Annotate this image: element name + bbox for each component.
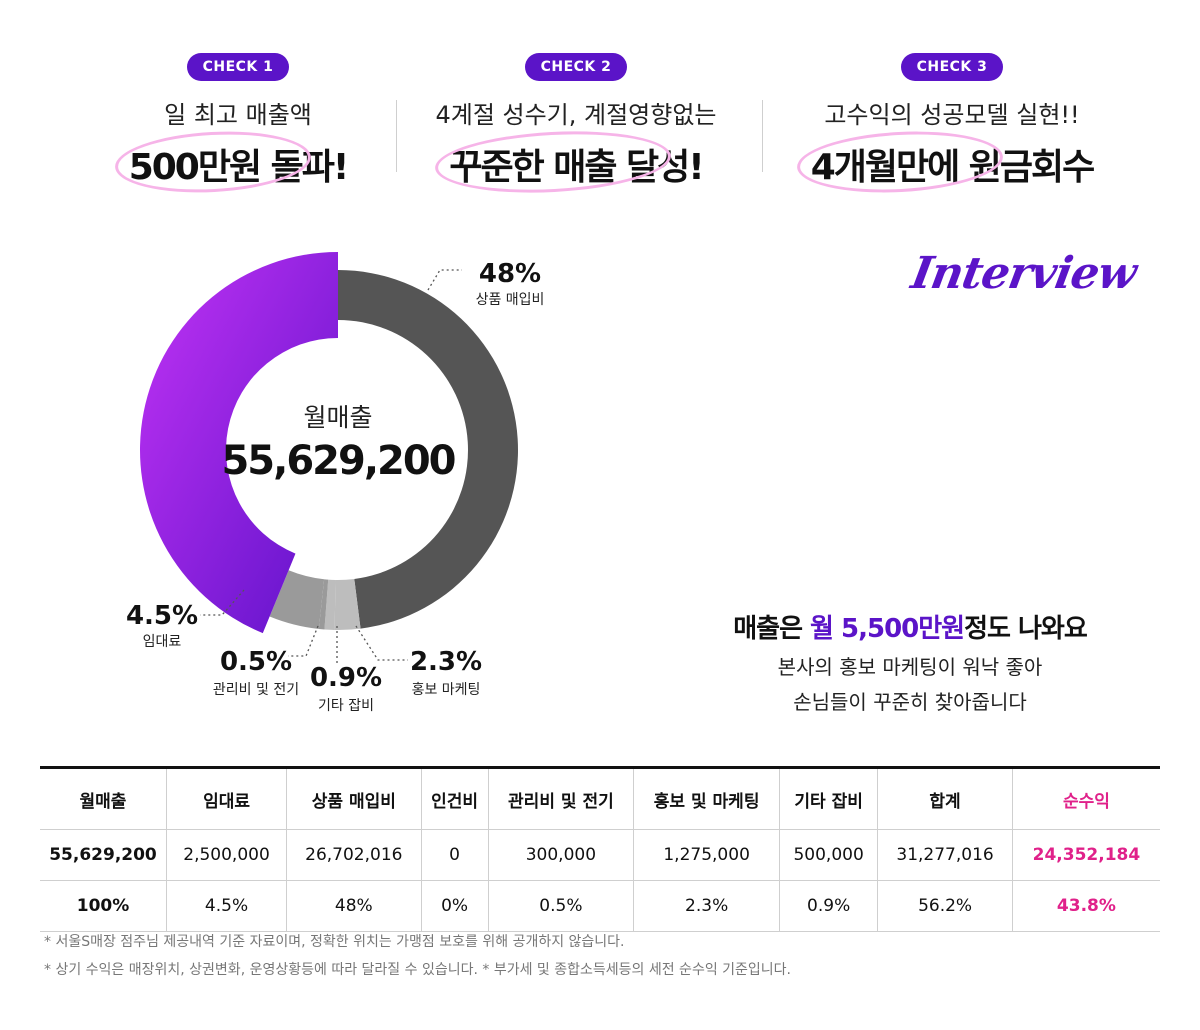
table-cell: 100% bbox=[40, 880, 167, 932]
table-cell: 56.2% bbox=[877, 880, 1013, 932]
table-cell: 31,277,016 bbox=[877, 829, 1013, 881]
slice-value-rent: 4.5% bbox=[126, 601, 198, 631]
donut-slice-1 bbox=[338, 270, 519, 629]
check-badge: CHECK 3 bbox=[900, 53, 1004, 81]
interview-title: Interview bbox=[907, 248, 1140, 299]
check-2: CHECK 2 4계절 성수기, 계절영향없는 꾸준한 매출 달성! bbox=[396, 53, 756, 199]
table-cell: 43.8% bbox=[1011, 880, 1160, 932]
table-header: 기타 잡비 bbox=[778, 766, 878, 830]
donut-slice-5 bbox=[269, 570, 325, 629]
table-cell: 0% bbox=[420, 880, 489, 932]
interview-quote: 매출은 월 5,500만원정도 나와요 본사의 홍보 마케팅이 워낙 좋아 손님… bbox=[640, 608, 1180, 715]
check-line1: 고수익의 성공모델 실현!! bbox=[824, 101, 1080, 129]
slice-value-misc: 0.9% bbox=[310, 663, 382, 693]
slice-name-misc: 기타 잡비 bbox=[318, 698, 374, 714]
footnote: * 상기 수익은 매장위치, 상권변화, 운영상황등에 따라 달라질 수 있습니… bbox=[44, 962, 792, 978]
table-header: 인건비 bbox=[420, 766, 489, 830]
check-badge: CHECK 2 bbox=[524, 53, 628, 81]
revenue-table: 월매출 임대료 상품 매입비 인건비 관리비 및 전기 홍보 및 마케팅 기타 … bbox=[40, 766, 1160, 932]
slice-value-promo: 2.3% bbox=[410, 647, 482, 677]
table-header-row: 월매출 임대료 상품 매입비 인건비 관리비 및 전기 홍보 및 마케팅 기타 … bbox=[40, 766, 1160, 830]
slice-name-promo: 홍보 마케팅 bbox=[412, 682, 481, 698]
donut-center-label: 월매출 bbox=[303, 403, 372, 432]
table-header: 합계 bbox=[877, 766, 1013, 830]
check-line1: 일 최고 매출액 bbox=[164, 101, 312, 129]
table-cell: 26,702,016 bbox=[286, 829, 422, 881]
separator bbox=[396, 100, 397, 172]
leader-line-product bbox=[427, 269, 462, 291]
table-header: 임대료 bbox=[165, 766, 287, 830]
footnotes: * 서울S매장 점주님 제공내역 기준 자료이며, 정확한 위치는 가맹점 보호… bbox=[44, 928, 791, 984]
donut-center-value: 55,629,200 bbox=[221, 438, 454, 484]
table-header: 상품 매입비 bbox=[286, 766, 422, 830]
quote-headline: 매출은 월 5,500만원정도 나와요 bbox=[733, 614, 1088, 644]
table-cell: 48% bbox=[286, 880, 422, 932]
table-header: 순수익 bbox=[1011, 766, 1160, 830]
check-1: CHECK 1 일 최고 매출액 500만원 돌파! bbox=[58, 53, 418, 198]
donut-slice-4 bbox=[318, 579, 329, 630]
donut-slice-6 bbox=[140, 252, 338, 634]
check-line2: 꾸준한 매출 달성! bbox=[433, 125, 705, 199]
table-row: 55,629,200 2,500,000 26,702,016 0 300,00… bbox=[40, 829, 1160, 881]
check-line1: 4계절 성수기, 계절영향없는 bbox=[435, 101, 717, 129]
slice-name-product: 상품 매입비 bbox=[476, 292, 545, 308]
donut-slice-3 bbox=[324, 579, 336, 630]
table-header: 홍보 및 마케팅 bbox=[633, 766, 780, 830]
check-3: CHECK 3 고수익의 성공모델 실현!! 4개월만에 원금회수 bbox=[772, 53, 1132, 198]
table-header: 관리비 및 전기 bbox=[487, 766, 634, 830]
table-cell: 4.5% bbox=[165, 880, 287, 932]
leader-line-rent bbox=[200, 589, 245, 616]
quote-line3: 손님들이 꾸준히 찾아줍니다 bbox=[793, 690, 1027, 714]
table-cell: 0 bbox=[420, 829, 489, 881]
quote-highlight: 월 5,500만원 bbox=[810, 614, 965, 644]
check-line2: 4개월만에 원금회수 bbox=[795, 126, 1095, 198]
donut-slice-2 bbox=[334, 578, 361, 630]
table-cell: 300,000 bbox=[487, 829, 634, 881]
check-line2: 500만원 돌파! bbox=[113, 126, 349, 198]
table-cell: 0.9% bbox=[778, 880, 878, 932]
table-cell: 2,500,000 bbox=[165, 829, 287, 881]
slice-name-rent: 임대료 bbox=[143, 634, 182, 650]
leader-line-promo bbox=[355, 625, 408, 661]
leader-line-utility bbox=[288, 625, 319, 657]
slice-name-utility: 관리비 및 전기 bbox=[213, 682, 299, 698]
slice-value-product: 48% bbox=[479, 259, 541, 289]
table-header: 월매출 bbox=[40, 766, 167, 830]
table-cell: 2.3% bbox=[633, 880, 780, 932]
table-cell: 55,629,200 bbox=[40, 829, 167, 881]
table-cell: 1,275,000 bbox=[633, 829, 780, 881]
footnote: * 서울S매장 점주님 제공내역 기준 자료이며, 정확한 위치는 가맹점 보호… bbox=[44, 934, 625, 950]
check-badge: CHECK 1 bbox=[186, 53, 290, 81]
revenue-donut-chart: 월매출 55,629,200 48% 상품 매입비 4.5% 임대료 0.5% … bbox=[126, 252, 545, 714]
separator bbox=[762, 100, 763, 172]
slice-value-utility: 0.5% bbox=[220, 647, 292, 677]
quote-line2: 본사의 홍보 마케팅이 워낙 좋아 bbox=[777, 655, 1043, 679]
table-cell: 500,000 bbox=[778, 829, 878, 881]
table-cell: 24,352,184 bbox=[1011, 829, 1160, 881]
table-row: 100% 4.5% 48% 0% 0.5% 2.3% 0.9% 56.2% 43… bbox=[40, 880, 1160, 932]
table-cell: 0.5% bbox=[487, 880, 634, 932]
